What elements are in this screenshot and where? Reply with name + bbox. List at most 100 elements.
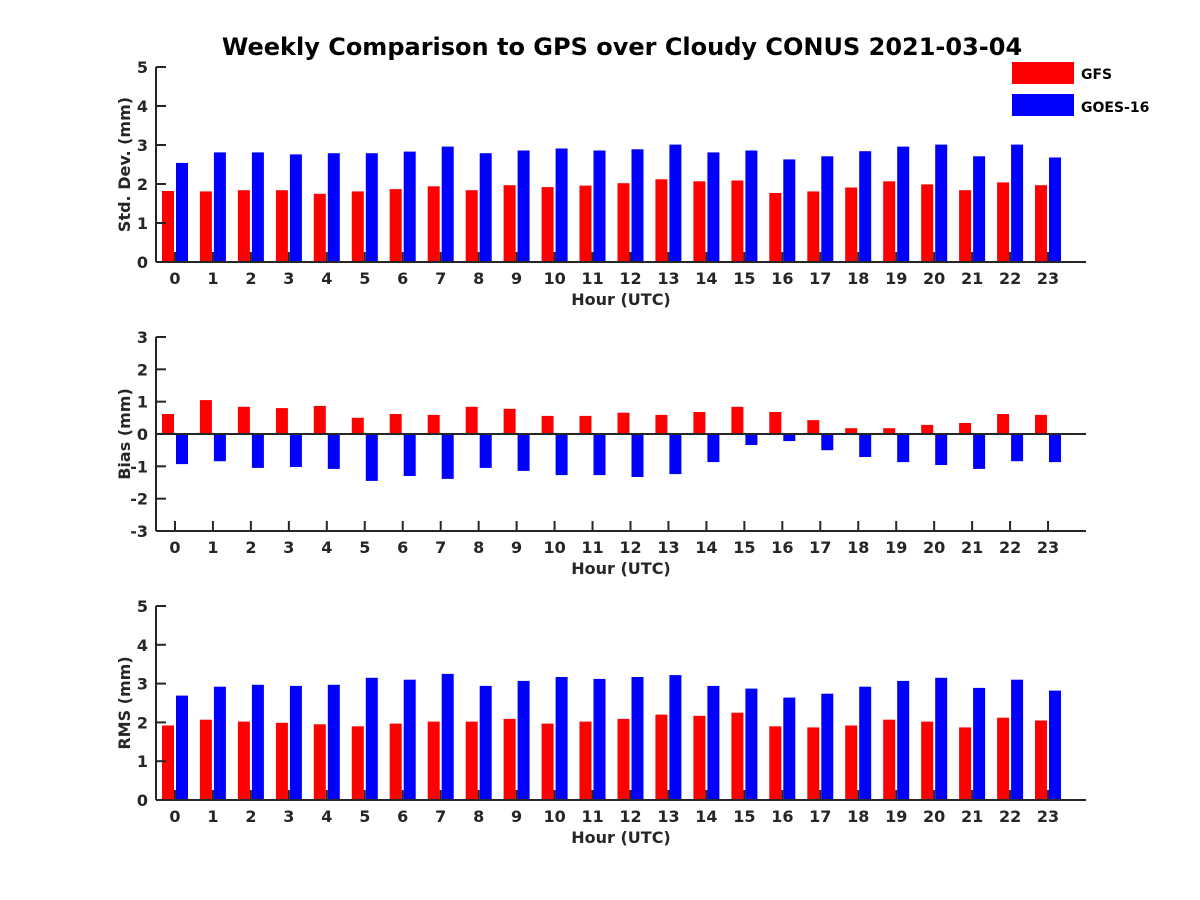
- y-tick-label: 4: [137, 636, 148, 655]
- bar-gfs-17: [807, 420, 820, 434]
- bar-gfs-15: [731, 406, 744, 434]
- bar-goes16-5: [365, 434, 378, 481]
- bar-gfs-2: [237, 190, 250, 262]
- x-tick-label: 20: [923, 807, 945, 826]
- bar-gfs-21: [959, 190, 972, 262]
- bar-goes16-15: [745, 688, 758, 800]
- bar-goes16-14: [707, 152, 720, 262]
- y-tick-label: 3: [137, 328, 148, 347]
- bar-goes16-3: [289, 154, 302, 262]
- bar-goes16-17: [821, 156, 834, 262]
- y-tick-label: 1: [137, 752, 148, 771]
- y-tick-label: 0: [137, 253, 148, 272]
- y-tick-label: 1: [137, 393, 148, 412]
- x-tick-label: 12: [619, 538, 641, 557]
- x-tick-label: 13: [657, 269, 679, 288]
- x-tick-label: 22: [999, 538, 1021, 557]
- bar-goes16-6: [403, 679, 416, 800]
- bar-goes16-21: [973, 434, 986, 469]
- bar-goes16-16: [783, 159, 796, 262]
- y-tick-label: 0: [137, 425, 148, 444]
- bar-goes16-17: [821, 693, 834, 800]
- x-tick-label: 7: [435, 807, 446, 826]
- x-tick-label: 12: [619, 807, 641, 826]
- x-tick-label: 6: [397, 538, 408, 557]
- bar-gfs-7: [427, 414, 440, 434]
- x-tick-label: 4: [321, 538, 332, 557]
- bar-gfs-23: [1035, 414, 1047, 434]
- bar-gfs-13: [655, 414, 668, 434]
- x-tick-label: 9: [511, 538, 522, 557]
- bar-goes16-7: [441, 673, 454, 800]
- bar-gfs-16: [769, 412, 782, 434]
- bar-gfs-10: [541, 187, 554, 262]
- bar-goes16-20: [935, 677, 948, 800]
- x-tick-label: 21: [961, 807, 983, 826]
- bar-goes16-4: [327, 684, 340, 800]
- bar-goes16-7: [441, 434, 454, 479]
- x-tick-label: 10: [543, 538, 565, 557]
- bar-gfs-16: [769, 193, 782, 262]
- bar-gfs-14: [693, 181, 706, 262]
- x-tick-label: 18: [847, 807, 869, 826]
- bar-gfs-1: [199, 400, 212, 434]
- x-tick-label: 14: [695, 807, 717, 826]
- bar-goes16-18: [859, 686, 872, 800]
- bar-gfs-1: [199, 719, 212, 800]
- bar-gfs-15: [731, 712, 744, 800]
- bar-goes16-18: [859, 434, 872, 457]
- bar-gfs-9: [503, 408, 516, 434]
- bar-goes16-15: [745, 434, 758, 445]
- y-tick-label: 1: [137, 214, 148, 233]
- bar-goes16-16: [783, 697, 796, 800]
- bar-gfs-6: [389, 414, 402, 434]
- x-tick-label: 11: [581, 269, 603, 288]
- x-tick-label: 14: [695, 538, 717, 557]
- bar-gfs-4: [313, 405, 326, 434]
- bar-goes16-10: [555, 677, 568, 800]
- x-tick-label: 1: [207, 807, 218, 826]
- x-tick-label: 21: [961, 269, 983, 288]
- x-tick-label: 18: [847, 538, 869, 557]
- bar-gfs-18: [845, 187, 858, 262]
- bar-goes16-8: [479, 434, 492, 468]
- bar-gfs-22: [997, 414, 1010, 434]
- bar-gfs-17: [807, 191, 820, 262]
- bar-goes16-1: [213, 152, 226, 262]
- bar-gfs-0: [162, 414, 174, 434]
- x-tick-label: 11: [581, 538, 603, 557]
- bar-goes16-2: [251, 684, 264, 800]
- x-tick-label: 16: [771, 538, 793, 557]
- bar-goes16-14: [707, 685, 720, 800]
- bar-goes16-11: [593, 150, 606, 262]
- bar-gfs-5: [351, 726, 364, 800]
- x-tick-label: 1: [207, 538, 218, 557]
- bar-gfs-0: [162, 725, 174, 800]
- y-tick-label: 5: [137, 597, 148, 616]
- x-tick-label: 8: [473, 807, 484, 826]
- bar-gfs-20: [921, 184, 934, 262]
- x-tick-label: 3: [283, 269, 294, 288]
- y-tick-label: 2: [137, 175, 148, 194]
- y-tick-label: 3: [137, 675, 148, 694]
- x-tick-label: 15: [733, 807, 755, 826]
- bar-gfs-17: [807, 727, 820, 800]
- bar-gfs-8: [465, 406, 478, 434]
- x-tick-label: 0: [169, 269, 180, 288]
- bar-gfs-3: [275, 408, 288, 434]
- bar-goes16-14: [707, 434, 720, 463]
- bar-gfs-9: [503, 185, 516, 262]
- x-tick-label: 19: [885, 807, 907, 826]
- x-tick-label: 2: [245, 538, 256, 557]
- x-tick-label: 10: [543, 269, 565, 288]
- x-tick-label: 15: [733, 269, 755, 288]
- x-tick-label: 4: [321, 807, 332, 826]
- bar-gfs-11: [579, 415, 592, 434]
- x-tick-label: 9: [511, 807, 522, 826]
- bar-gfs-7: [427, 721, 440, 800]
- bar-goes16-0: [176, 434, 188, 465]
- bar-gfs-14: [693, 412, 706, 434]
- bar-goes16-1: [213, 686, 226, 800]
